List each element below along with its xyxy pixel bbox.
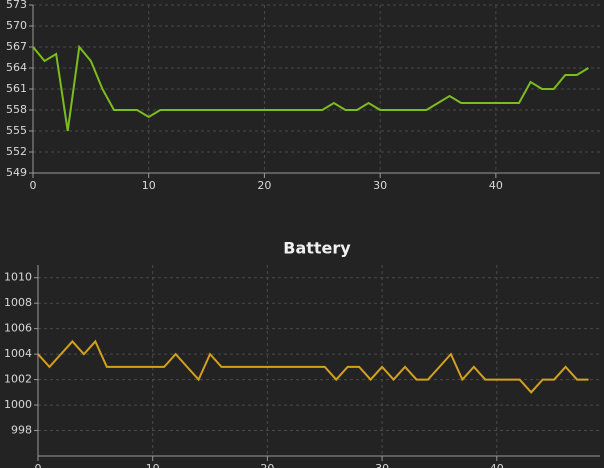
x-tick-label: 0 bbox=[30, 179, 37, 192]
x-tick-label: 10 bbox=[146, 462, 160, 468]
y-tick-label: 552 bbox=[6, 145, 27, 158]
y-tick-label: 1010 bbox=[4, 271, 32, 284]
y-tick-label: 1002 bbox=[4, 373, 32, 386]
y-tick-label: 1004 bbox=[4, 347, 32, 360]
y-tick-label: 1000 bbox=[4, 398, 32, 411]
y-tick-label: 549 bbox=[6, 166, 27, 179]
x-tick-label: 20 bbox=[257, 179, 271, 192]
data-line bbox=[37, 339, 589, 394]
x-tick-label: 30 bbox=[375, 462, 389, 468]
x-tick-label: 10 bbox=[142, 179, 156, 192]
x-tick-label: 0 bbox=[35, 462, 42, 468]
x-tick-label: 20 bbox=[260, 462, 274, 468]
y-tick-label: 1006 bbox=[4, 322, 32, 335]
x-tick-label: 40 bbox=[490, 462, 504, 468]
data-line bbox=[32, 44, 589, 132]
y-tick-label: 567 bbox=[6, 40, 27, 53]
x-tick-label: 30 bbox=[373, 179, 387, 192]
y-tick-label: 561 bbox=[6, 82, 27, 95]
y-tick-label: 558 bbox=[6, 103, 27, 116]
y-tick-label: 570 bbox=[6, 19, 27, 32]
y-tick-label: 564 bbox=[6, 61, 27, 74]
y-tick-label: 1008 bbox=[4, 296, 32, 309]
y-tick-label: 998 bbox=[11, 424, 32, 437]
y-tick-label: 573 bbox=[6, 0, 27, 11]
y-tick-label: 555 bbox=[6, 124, 27, 137]
x-tick-label: 40 bbox=[489, 179, 503, 192]
chart-title: Battery bbox=[283, 239, 351, 258]
